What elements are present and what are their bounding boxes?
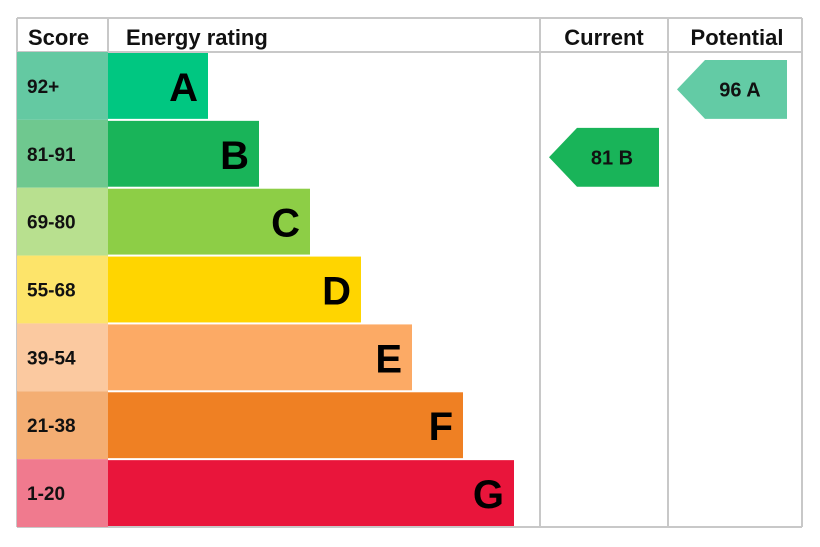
header-score: Score [28,25,89,50]
current-rating-label: 81 B [591,147,633,169]
score-label: 21-38 [27,416,76,437]
score-label: 55-68 [27,281,76,302]
score-cell-G [17,459,108,527]
band-bar-A [108,53,208,119]
score-cell-A [17,52,108,120]
band-bar-B [108,120,259,187]
band-bar-G [108,460,514,526]
band-bar-C [108,188,310,255]
header-energy-rating: Energy rating [126,25,268,50]
score-cell-B [17,119,108,188]
band-letter: E [375,337,402,381]
band-letter: B [220,134,249,178]
score-label: 69-80 [27,213,76,234]
band-letter: A [169,66,198,110]
band-letter: F [429,405,453,449]
current-rating-arrow [549,127,659,187]
band-bar-D [108,256,361,323]
header-current: Current [564,25,644,50]
band-letter: C [271,202,300,246]
score-cell-C [17,187,108,256]
score-label: 1-20 [27,484,65,505]
score-label: 39-54 [27,348,76,369]
band-bar-E [108,324,412,391]
potential-rating-arrow [677,60,787,119]
score-cell-F [17,391,108,460]
score-cell-D [17,255,108,324]
score-cell-E [17,323,108,392]
band-letter: G [473,473,504,517]
header-potential: Potential [691,25,784,50]
band-bar-F [108,392,463,459]
potential-rating-label: 96 A [719,79,761,101]
band-letter: D [322,270,351,314]
score-label: 92+ [27,77,59,98]
score-label: 81-91 [27,145,76,166]
